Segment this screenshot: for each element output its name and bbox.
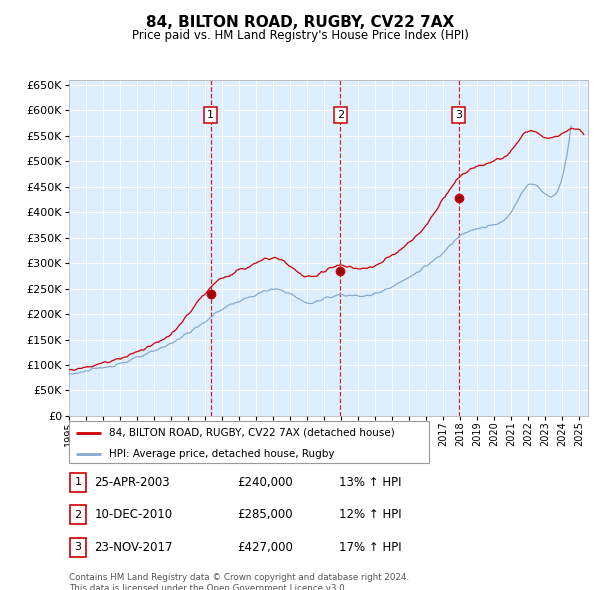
Text: 1: 1 [74,477,82,487]
Text: 13% ↑ HPI: 13% ↑ HPI [339,476,401,489]
Text: Price paid vs. HM Land Registry's House Price Index (HPI): Price paid vs. HM Land Registry's House … [131,30,469,42]
Text: HPI: Average price, detached house, Rugby: HPI: Average price, detached house, Rugb… [109,449,334,459]
FancyBboxPatch shape [70,473,86,492]
Text: Contains HM Land Registry data © Crown copyright and database right 2024.: Contains HM Land Registry data © Crown c… [69,573,409,582]
Text: £427,000: £427,000 [237,540,293,554]
Text: 3: 3 [455,110,462,120]
Text: 23-NOV-2017: 23-NOV-2017 [94,540,173,554]
Text: 2: 2 [337,110,344,120]
Text: 84, BILTON ROAD, RUGBY, CV22 7AX: 84, BILTON ROAD, RUGBY, CV22 7AX [146,15,454,30]
Text: 3: 3 [74,542,82,552]
Text: 84, BILTON ROAD, RUGBY, CV22 7AX (detached house): 84, BILTON ROAD, RUGBY, CV22 7AX (detach… [109,428,394,438]
Text: 2: 2 [74,510,82,520]
Text: 10-DEC-2010: 10-DEC-2010 [94,508,172,522]
Text: 1: 1 [207,110,214,120]
Text: 17% ↑ HPI: 17% ↑ HPI [339,540,401,554]
Text: This data is licensed under the Open Government Licence v3.0.: This data is licensed under the Open Gov… [69,584,347,590]
FancyBboxPatch shape [70,537,86,557]
Text: £240,000: £240,000 [237,476,293,489]
Text: 25-APR-2003: 25-APR-2003 [94,476,170,489]
FancyBboxPatch shape [69,421,429,463]
FancyBboxPatch shape [70,505,86,525]
Text: 12% ↑ HPI: 12% ↑ HPI [339,508,401,522]
Text: £285,000: £285,000 [237,508,293,522]
